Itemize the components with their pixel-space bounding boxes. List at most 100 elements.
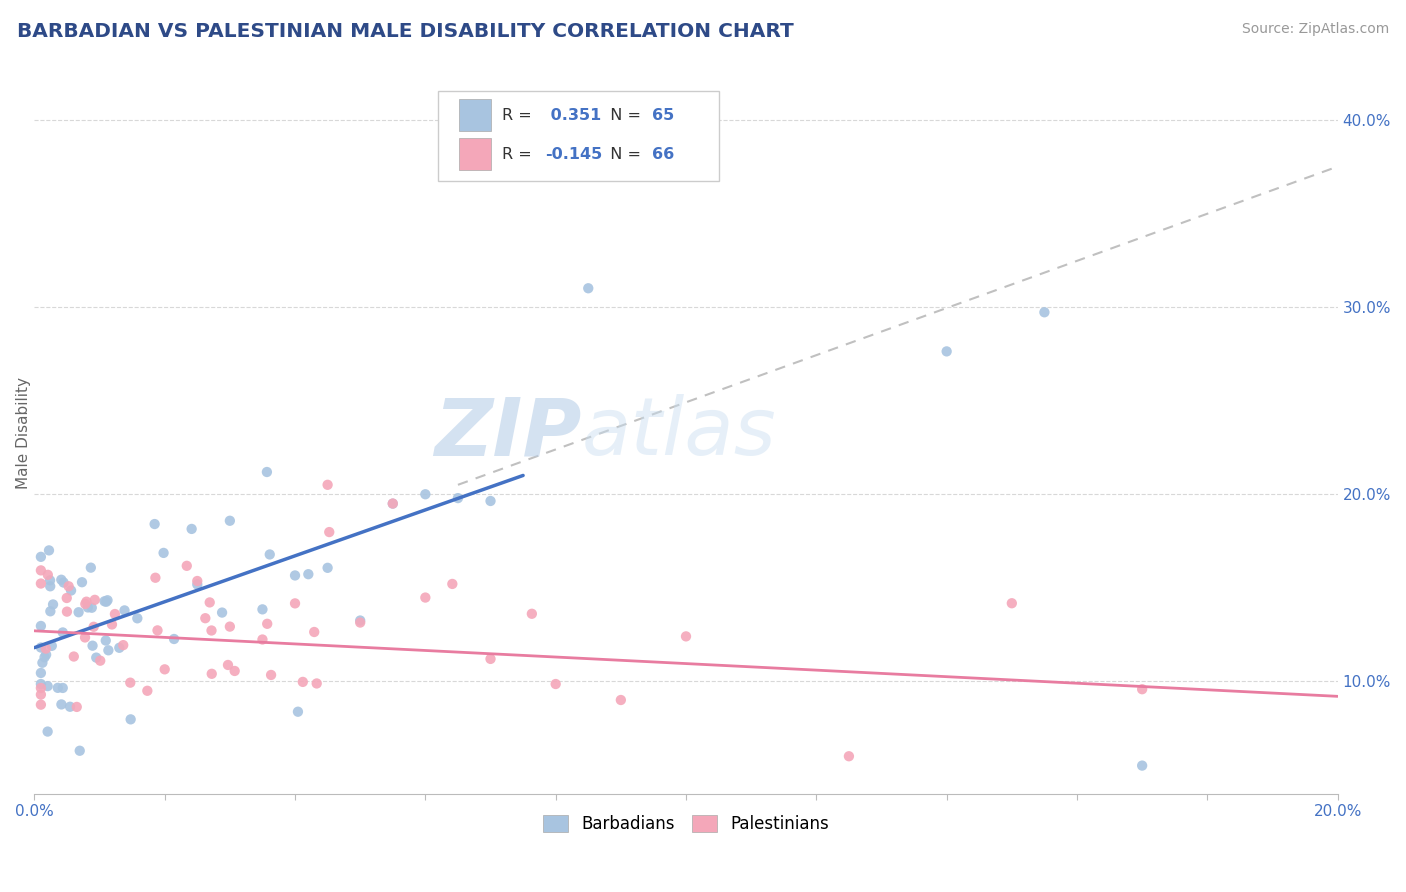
Point [287, 705, 309, 719]
Point [145, 571, 167, 585]
Point [349, 615, 371, 630]
Text: N =: N = [600, 146, 647, 161]
Point [30, 677, 52, 691]
Point [186, 574, 208, 588]
Point [316, 561, 339, 575]
Point [30, 563, 52, 577]
Point [93, 594, 115, 608]
Point [55, 591, 77, 605]
Point [52, 575, 75, 590]
Point [35, 641, 58, 656]
Point [284, 596, 307, 610]
Point [96, 593, 118, 607]
Point [120, 675, 142, 690]
Point [82, 639, 104, 653]
Point [30, 576, 52, 591]
Point [176, 558, 198, 573]
Point [218, 514, 240, 528]
Point [46, 681, 69, 695]
Point [39, 579, 62, 593]
Point [39, 604, 62, 618]
Text: -0.145: -0.145 [546, 146, 603, 161]
Text: Source: ZipAtlas.com: Source: ZipAtlas.com [1241, 22, 1389, 37]
Point [349, 614, 371, 628]
Point [37, 679, 59, 693]
Point [136, 683, 159, 698]
Point [51, 573, 73, 587]
Text: R =: R = [502, 108, 537, 122]
Point [675, 629, 697, 643]
Point [163, 632, 186, 646]
Point [30, 619, 52, 633]
Point [576, 281, 599, 295]
Point [108, 640, 131, 655]
Point [58, 579, 80, 593]
Point [256, 465, 278, 479]
Point [51, 698, 73, 712]
Y-axis label: Male Disability: Male Disability [15, 377, 31, 490]
Point [415, 487, 437, 501]
Text: R =: R = [502, 146, 537, 161]
Point [935, 344, 957, 359]
Point [67, 605, 90, 619]
Point [38, 543, 60, 558]
Point [56, 605, 79, 619]
FancyBboxPatch shape [439, 91, 718, 181]
Point [30, 665, 52, 680]
Point [94, 633, 117, 648]
Point [120, 712, 142, 726]
Point [75, 595, 97, 609]
Point [143, 516, 166, 531]
Point [211, 606, 233, 620]
Text: ZIP: ZIP [434, 394, 582, 473]
Point [52, 681, 75, 695]
Point [37, 567, 59, 582]
Point [218, 619, 240, 633]
Point [89, 654, 111, 668]
Point [318, 524, 340, 539]
Point [69, 744, 91, 758]
Point [447, 491, 470, 505]
Point [80, 560, 103, 574]
Text: atlas: atlas [582, 394, 776, 473]
Point [31, 656, 53, 670]
Point [59, 699, 82, 714]
Point [66, 700, 89, 714]
Point [284, 568, 307, 582]
Point [153, 662, 176, 676]
Text: BARBADIAN VS PALESTINIAN MALE DISABILITY CORRELATION CHART: BARBADIAN VS PALESTINIAN MALE DISABILITY… [17, 22, 793, 41]
Text: 0.351: 0.351 [546, 108, 602, 122]
Point [83, 620, 105, 634]
Point [479, 652, 502, 666]
Point [80, 600, 103, 615]
Point [30, 698, 52, 712]
Point [152, 546, 174, 560]
Point [381, 497, 404, 511]
Point [41, 639, 63, 653]
Point [104, 607, 127, 621]
Point [1033, 305, 1056, 319]
Point [224, 664, 246, 678]
Point [838, 749, 860, 764]
Point [479, 494, 502, 508]
Point [260, 668, 283, 682]
Point [291, 674, 314, 689]
Legend: Barbadians, Palestinians: Barbadians, Palestinians [537, 808, 835, 839]
Text: 66: 66 [652, 146, 675, 161]
Point [34, 650, 56, 665]
Point [42, 598, 65, 612]
Point [35, 648, 58, 662]
Point [316, 478, 339, 492]
Point [96, 595, 118, 609]
Point [30, 549, 52, 564]
Point [520, 607, 543, 621]
Point [305, 676, 328, 690]
Point [610, 693, 633, 707]
Point [30, 688, 52, 702]
Point [186, 577, 208, 591]
Point [84, 650, 107, 665]
Text: 65: 65 [652, 108, 675, 122]
Point [217, 657, 239, 672]
Point [381, 496, 404, 510]
Point [415, 591, 437, 605]
